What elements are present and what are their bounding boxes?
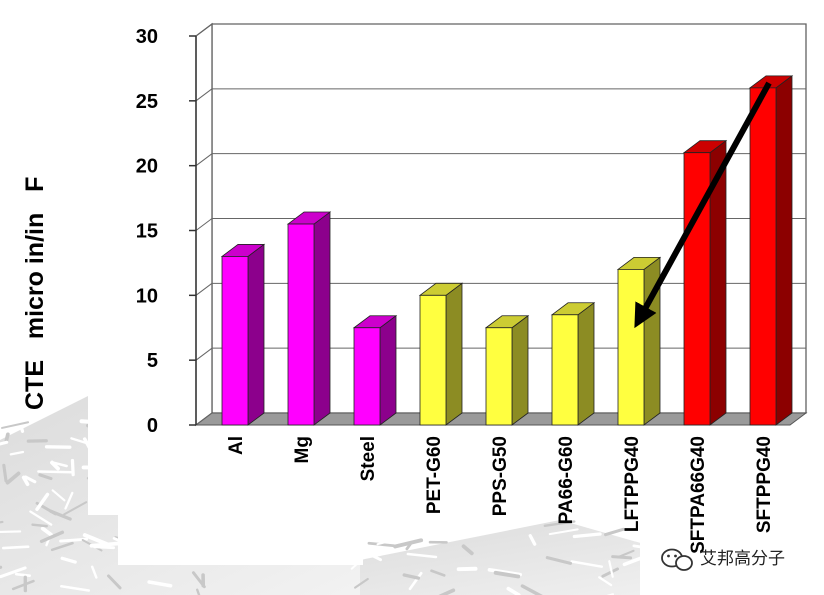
category-label: Steel — [358, 436, 379, 481]
bar — [220, 243, 266, 426]
bar — [418, 282, 464, 426]
y-axis-title: CTE micro in/in F — [21, 177, 49, 410]
watermark: 艾邦高分子 — [661, 548, 785, 571]
y-tick-label: 0 — [147, 415, 158, 437]
category-label: Mg — [292, 436, 313, 463]
category-label: PPS-G50 — [490, 436, 511, 516]
category-label: PET-G60 — [424, 436, 445, 514]
wechat-icon — [661, 548, 693, 571]
y-tick-label: 30 — [136, 26, 158, 48]
bar — [484, 314, 530, 426]
category-label: Al — [226, 436, 247, 455]
arrow-annotation — [634, 81, 772, 329]
category-label: SFTPA66G40 — [688, 436, 709, 554]
bar — [352, 314, 398, 426]
bar — [616, 256, 662, 426]
y-tick-label: 5 — [147, 350, 158, 372]
y-tick-label: 15 — [136, 221, 158, 243]
category-labels: Al Mg Steel PET-G60 PPS-G50 PA66-G60 LFTPPG40 S… — [226, 436, 775, 554]
y-tick-labels: 0 5 10 15 20 25 30 — [136, 26, 158, 437]
bar — [550, 301, 596, 426]
bar — [682, 139, 728, 426]
annotations — [634, 81, 772, 329]
y-tick-label: 10 — [136, 285, 158, 307]
y-tick-label: 20 — [136, 156, 158, 178]
y-tick-label: 25 — [136, 91, 158, 113]
category-label: PA66-G60 — [556, 436, 577, 524]
watermark-text: 艾邦高分子 — [700, 549, 785, 569]
bar — [748, 75, 794, 426]
category-label: LFTPPG40 — [622, 436, 643, 532]
category-label: SFTPPG40 — [754, 436, 775, 533]
bars — [220, 75, 794, 426]
bar — [286, 211, 332, 426]
